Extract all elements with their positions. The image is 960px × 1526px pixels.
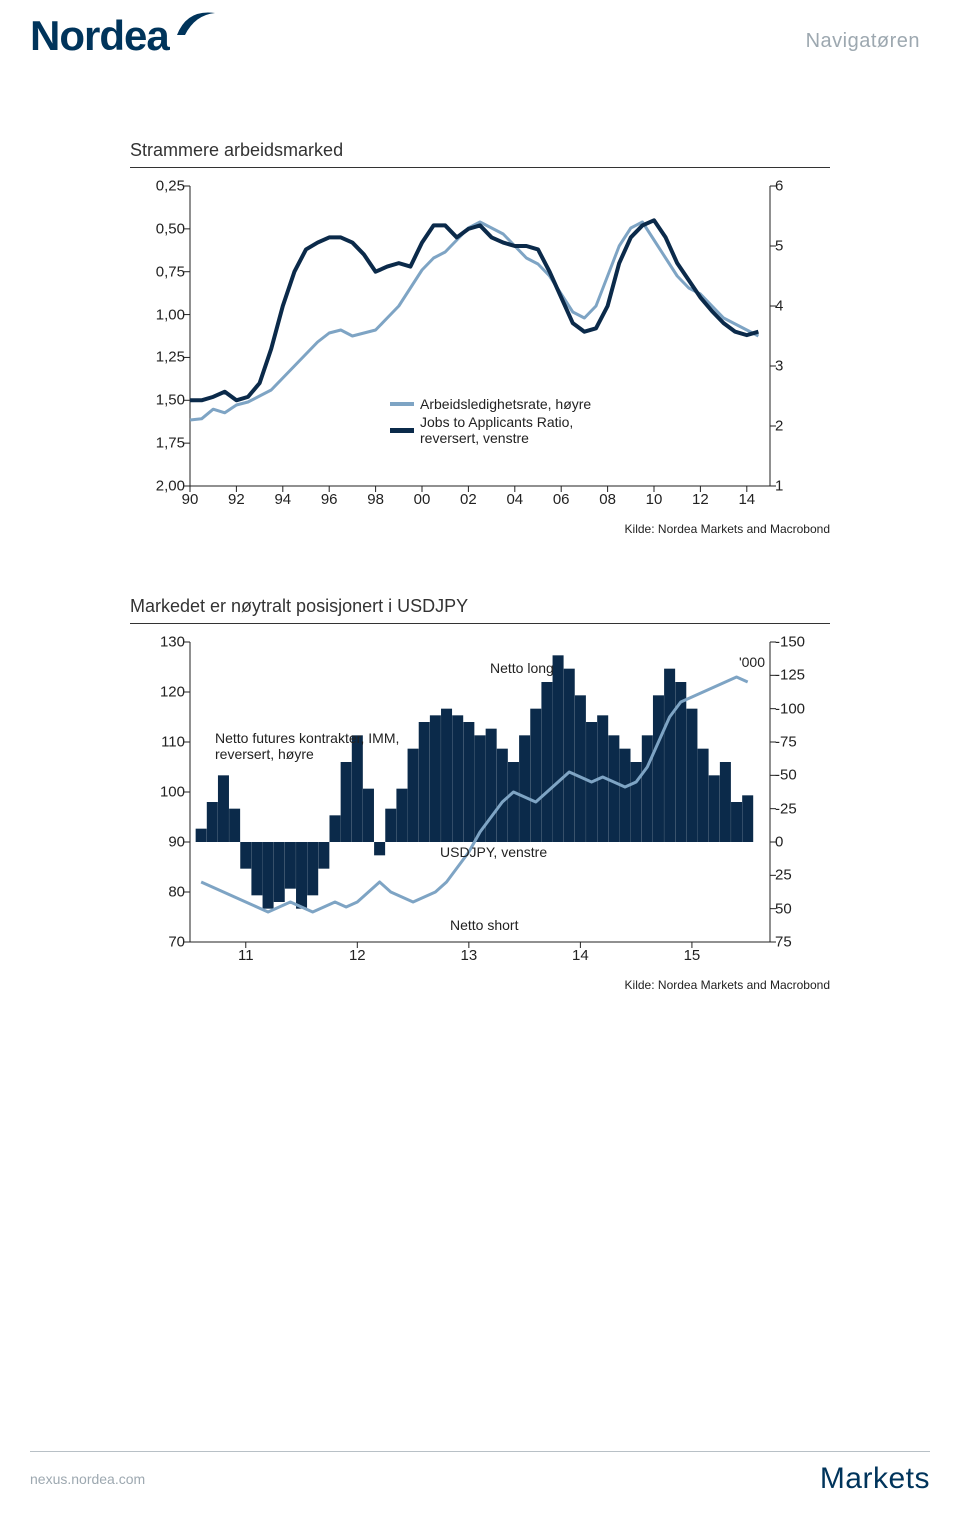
- x-tick: 94: [274, 491, 291, 508]
- x-tick: 08: [599, 491, 616, 508]
- y-tick: 3: [775, 358, 830, 375]
- y-tick: 5: [775, 238, 830, 255]
- x-tick: 98: [367, 491, 384, 508]
- annot-usdjpy: USDJPY, venstre: [440, 844, 547, 860]
- y-tick: 110: [130, 734, 185, 751]
- y-tick: 75: [775, 934, 830, 951]
- x-tick: 12: [692, 491, 709, 508]
- footer-url: nexus.nordea.com: [30, 1471, 145, 1487]
- y-tick: 0,50: [130, 220, 185, 237]
- chart1-source: Kilde: Nordea Markets and Macrobond: [625, 522, 830, 536]
- page-footer: nexus.nordea.com Markets: [30, 1451, 930, 1496]
- chart2-block: Markedet er nøytralt posisjonert i USDJP…: [130, 596, 830, 992]
- y-tick: 6: [775, 178, 830, 195]
- x-tick: 92: [228, 491, 245, 508]
- chart2-svg: [190, 642, 770, 942]
- footer-brand: Markets: [820, 1462, 930, 1496]
- y-tick: 70: [130, 934, 185, 951]
- chart2-source: Kilde: Nordea Markets and Macrobond: [625, 978, 830, 992]
- y-tick: 25: [775, 867, 830, 884]
- y-tick: 0: [775, 834, 830, 851]
- chart1-y-right-ticks: 654321: [775, 186, 830, 486]
- annot-imm: Netto futures kontrakter, IMM, reversert…: [215, 730, 415, 762]
- legend-row: Arbeidsledighetsrate, høyre: [390, 396, 620, 412]
- x-tick: 04: [506, 491, 523, 508]
- y-tick: 0,75: [130, 263, 185, 280]
- y-tick: 80: [130, 884, 185, 901]
- x-tick: 13: [461, 947, 478, 964]
- x-tick: 15: [684, 947, 701, 964]
- y-tick: 1,25: [130, 349, 185, 366]
- x-tick: 00: [414, 491, 431, 508]
- x-tick: 14: [738, 491, 755, 508]
- y-tick: 1,00: [130, 306, 185, 323]
- brand-logo: Nordea: [30, 12, 219, 60]
- y-tick: 100: [130, 784, 185, 801]
- x-tick: 96: [321, 491, 338, 508]
- chart2-plot: [190, 642, 770, 942]
- page-header: Nordea Navigatøren: [0, 0, 960, 80]
- x-tick: 02: [460, 491, 477, 508]
- swoosh-icon: [175, 7, 219, 44]
- brand-name: Nordea: [30, 12, 169, 60]
- y-tick: 4: [775, 298, 830, 315]
- legend-label: Jobs to Applicants Ratio, reversert, ven…: [420, 414, 620, 446]
- x-tick: 12: [349, 947, 366, 964]
- y-tick: -125: [775, 667, 830, 684]
- y-tick: 130: [130, 634, 185, 651]
- legend-swatch-icon: [390, 428, 414, 433]
- chart1-title: Strammere arbeidsmarked: [130, 140, 830, 168]
- chart2-area: 130120110100908070 -150-125-100-75-50-25…: [130, 632, 830, 992]
- content-area: Strammere arbeidsmarked 0,25 0,50 0,75 1,00…: [130, 140, 830, 1052]
- y-tick: -25: [775, 800, 830, 817]
- y-tick: 120: [130, 684, 185, 701]
- legend-swatch-icon: [390, 402, 414, 406]
- x-tick: 10: [646, 491, 663, 508]
- y-tick: 90: [130, 834, 185, 851]
- annot-units: '000: [739, 654, 765, 670]
- y-tick: -75: [775, 734, 830, 751]
- page-label: Navigatøren: [806, 30, 920, 53]
- y-tick: 2: [775, 418, 830, 435]
- legend-row: Jobs to Applicants Ratio, reversert, ven…: [390, 414, 620, 446]
- y-tick: 50: [775, 900, 830, 917]
- y-tick: 1: [775, 478, 830, 495]
- x-tick: 11: [238, 947, 254, 964]
- y-tick: 0,25: [130, 178, 185, 195]
- y-tick: -50: [775, 767, 830, 784]
- annot-netto-short: Netto short: [450, 917, 518, 933]
- y-tick: 2,00: [130, 478, 185, 495]
- x-tick: 90: [182, 491, 199, 508]
- chart1-legend: Arbeidsledighetsrate, høyre Jobs to Appl…: [390, 396, 620, 448]
- chart1-y-left-ticks: 0,250,500,751,001,251,501,752,00: [130, 186, 185, 486]
- y-tick: -100: [775, 700, 830, 717]
- y-tick: -150: [775, 634, 830, 651]
- chart2-title: Markedet er nøytralt posisjonert i USDJP…: [130, 596, 830, 624]
- chart2-y-right-ticks: -150-125-100-75-50-250255075: [775, 642, 830, 942]
- x-tick: 06: [553, 491, 570, 508]
- chart1-area: 0,250,500,751,001,251,501,752,00 654321 …: [130, 176, 830, 536]
- x-tick: 14: [572, 947, 589, 964]
- chart2-y-left-ticks: 130120110100908070: [130, 642, 185, 942]
- y-tick: 1,50: [130, 392, 185, 409]
- y-tick: 1,75: [130, 435, 185, 452]
- chart1-block: Strammere arbeidsmarked 0,25 0,50 0,75 1,00…: [130, 140, 830, 536]
- annot-netto-long: Netto long: [490, 660, 554, 676]
- legend-label: Arbeidsledighetsrate, høyre: [420, 396, 591, 412]
